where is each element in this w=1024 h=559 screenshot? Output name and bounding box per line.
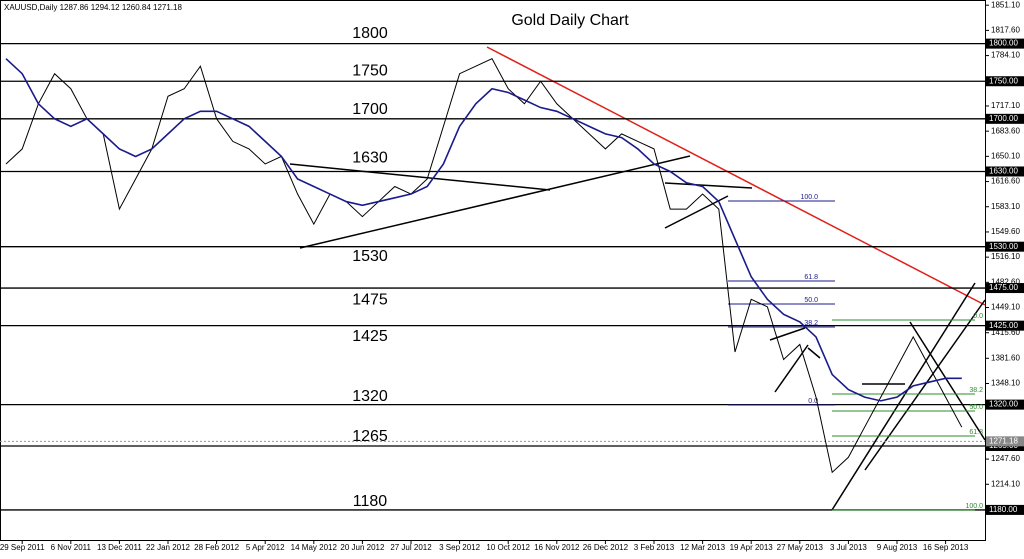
level-box [986,166,1024,177]
trendline [807,347,821,359]
fib-label: 100.0 [800,194,818,201]
level-box [986,38,1024,49]
level-label: 1320 [352,388,388,405]
y-tick-label: 1616.60 [991,177,1020,186]
y-tick-label: 1516.10 [991,252,1020,261]
y-tick-label: 1381.60 [991,353,1020,362]
y-tick-label: 1650.10 [991,151,1020,160]
trendline [289,163,551,191]
level-box [986,241,1024,252]
level-label: 1475 [352,291,388,308]
fib-label: 0.0 [808,398,818,405]
trendline [769,327,806,341]
y-tick-label: 1247.60 [991,454,1020,463]
trendline [831,282,976,511]
level-label: 1750 [352,62,388,79]
x-tick-label: 28 Feb 2012 [194,543,239,552]
x-tick-label: 27 May 2013 [777,543,824,552]
level-box-label: 1320.00 [989,400,1018,409]
level-label: 1265 [352,428,388,445]
level-box-label: 1700.00 [989,114,1018,123]
y-tick-label: 1214.10 [991,479,1020,488]
level-box-label: 1530.00 [989,242,1018,251]
level-label: 1425 [352,328,388,345]
header: XAUUSD,Daily 1287.86 1294.12 1260.84 127… [4,3,182,12]
x-tick-label: 16 Nov 2012 [534,543,580,552]
y-tick-label: 1817.60 [991,25,1020,34]
plot-frame [0,0,986,541]
level-label: 1530 [352,248,388,265]
level-box [986,76,1024,87]
trendline [909,321,986,441]
x-tick-label: 16 Sep 2013 [923,543,969,552]
y-tick-label: 1717.10 [991,101,1020,110]
level-label: 1800 [352,25,388,42]
y-tick-label: 1549.60 [991,227,1020,236]
x-tick-label: 10 Oct 2012 [486,543,530,552]
chart-title: Gold Daily Chart [511,12,629,29]
fib-label: 50.0 [969,404,983,411]
trendline [664,182,753,189]
fib-label: 50.0 [804,297,818,304]
level-box-label: 1475.00 [989,283,1018,292]
fib-label: 38.2 [969,387,983,394]
x-tick-label: 27 Jul 2012 [390,543,432,552]
x-tick-label: 9 Aug 2013 [877,543,918,552]
y-tick-label: 1415.60 [991,328,1020,337]
level-box-label: 1750.00 [989,76,1018,85]
x-tick-label: 3 Sep 2012 [439,543,480,552]
last-price-box [986,436,1024,447]
x-tick-label: 26 Dec 2012 [583,543,629,552]
y-tick-label: 1449.10 [991,303,1020,312]
x-tick-label: 3 Feb 2013 [634,543,675,552]
last-price-label: 1271.18 [989,436,1018,445]
trendline [486,46,986,306]
x-tick-label: 14 May 2012 [291,543,338,552]
fib-label: 0.0 [973,313,983,320]
level-box-label: 1180.00 [989,505,1018,514]
fib-label: 61.8 [969,429,983,436]
level-box [986,283,1024,294]
x-tick-label: 3 Jul 2013 [830,543,867,552]
level-label: 1180 [353,493,388,510]
fib-label: 100.0 [965,503,983,510]
fib-label: 38.2 [804,320,818,327]
x-tick-label: 29 Sep 2011 [0,543,45,552]
price-line [5,58,963,474]
y-tick-label: 1683.60 [991,126,1020,135]
level-box [986,320,1024,331]
x-tick-label: 20 Jun 2012 [340,543,385,552]
y-tick-label: 1482.60 [991,277,1020,286]
x-tick-label: 22 Jan 2012 [146,543,191,552]
level-box [986,504,1024,515]
fib-label: 61.8 [804,274,818,281]
y-tick-label: 1784.10 [991,51,1020,60]
level-box-label: 1800.00 [989,39,1018,48]
x-tick-label: 12 Mar 2013 [680,543,725,552]
level-box-label: 1425.00 [989,321,1018,330]
level-box [986,399,1024,410]
y-tick-label: 1583.10 [991,202,1020,211]
price-line [5,58,962,402]
y-tick-label: 1348.10 [991,379,1020,388]
y-tick-label: 1851.10 [991,0,1020,9]
level-box-label: 1630.00 [989,167,1018,176]
level-label: 1700 [352,101,388,118]
x-tick-label: 6 Nov 2011 [51,543,92,552]
x-tick-label: 5 Apr 2012 [246,543,285,552]
level-box [986,113,1024,124]
x-tick-label: 13 Dec 2011 [97,543,142,552]
level-label: 1630 [352,150,388,167]
x-tick-label: 19 Apr 2013 [730,543,774,552]
